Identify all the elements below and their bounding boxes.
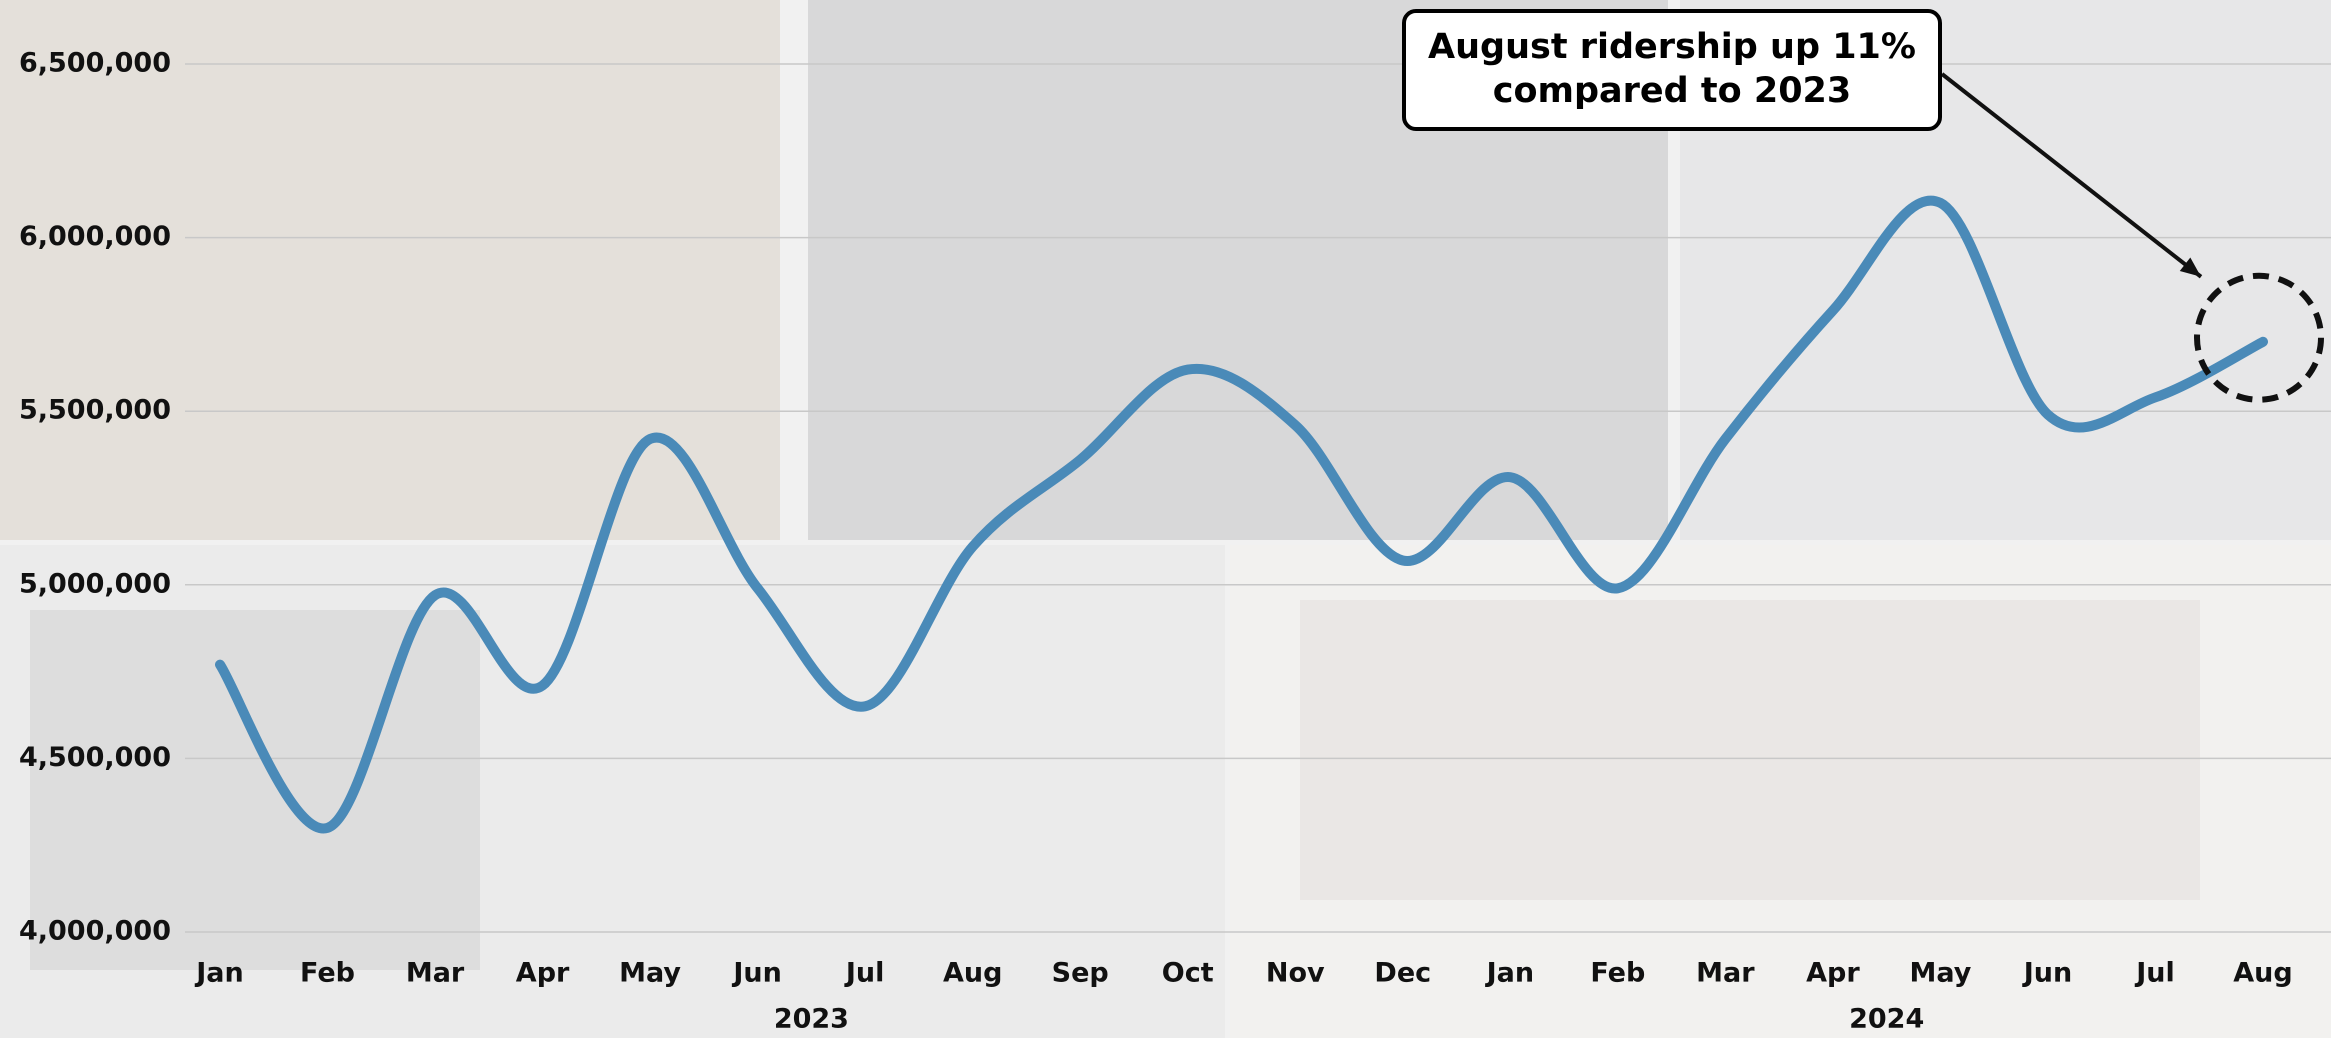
x-tick-label: Feb [300,958,355,989]
y-tick-label: 6,500,000 [19,48,171,79]
x-group-label: 2024 [1849,1004,1924,1035]
x-tick-label: Aug [2233,958,2292,989]
x-tick-label: Apr [1806,958,1860,989]
y-tick-label: 4,000,000 [19,916,171,947]
x-tick-label: Jul [844,958,885,989]
x-tick-label: Mar [1696,958,1755,989]
x-tick-label: Dec [1374,958,1431,989]
x-tick-label: May [619,958,681,989]
x-tick-label: Feb [1590,958,1645,989]
x-tick-label: Jan [194,958,244,989]
x-tick-label: Jun [731,958,782,989]
x-tick-label: Nov [1266,958,1325,989]
y-tick-label: 4,500,000 [19,742,171,773]
background [0,0,2331,1038]
y-tick-label: 5,000,000 [19,568,171,599]
x-tick-label: Aug [943,958,1002,989]
x-tick-label: Jul [2134,958,2175,989]
x-tick-label: Jan [1485,958,1535,989]
x-tick-label: Jun [2022,958,2073,989]
page: 4,000,000 4,500,000 5,000,000 5,500,000 6,00… [0,0,2331,1038]
annotation: August ridership up 11% compared to 2023 [1402,9,1942,131]
x-tick-label: May [1909,958,1971,989]
x-tick-label: Apr [516,958,570,989]
x-tick-label: Sep [1052,958,1109,989]
y-tick-label: 6,000,000 [19,221,171,252]
x-tick-label: Mar [406,958,465,989]
x-group-label: 2023 [774,1004,849,1035]
x-tick-label: Oct [1162,958,1214,989]
chart: 4,000,000 4,500,000 5,000,000 5,500,000 6,00… [0,0,2331,1038]
y-tick-label: 5,500,000 [19,395,171,426]
